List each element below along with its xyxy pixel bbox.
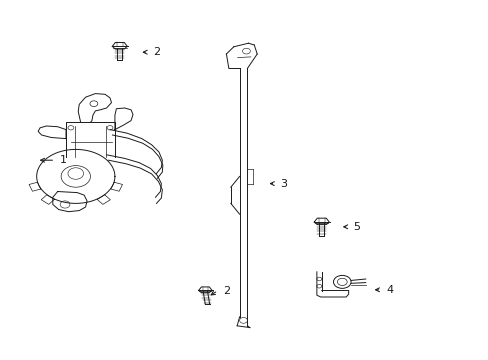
Text: 5: 5 — [353, 222, 360, 232]
Text: 1: 1 — [60, 155, 67, 165]
Text: 4: 4 — [386, 285, 393, 295]
Text: 3: 3 — [280, 179, 286, 189]
Text: 2: 2 — [153, 47, 160, 57]
Text: 2: 2 — [223, 285, 230, 296]
